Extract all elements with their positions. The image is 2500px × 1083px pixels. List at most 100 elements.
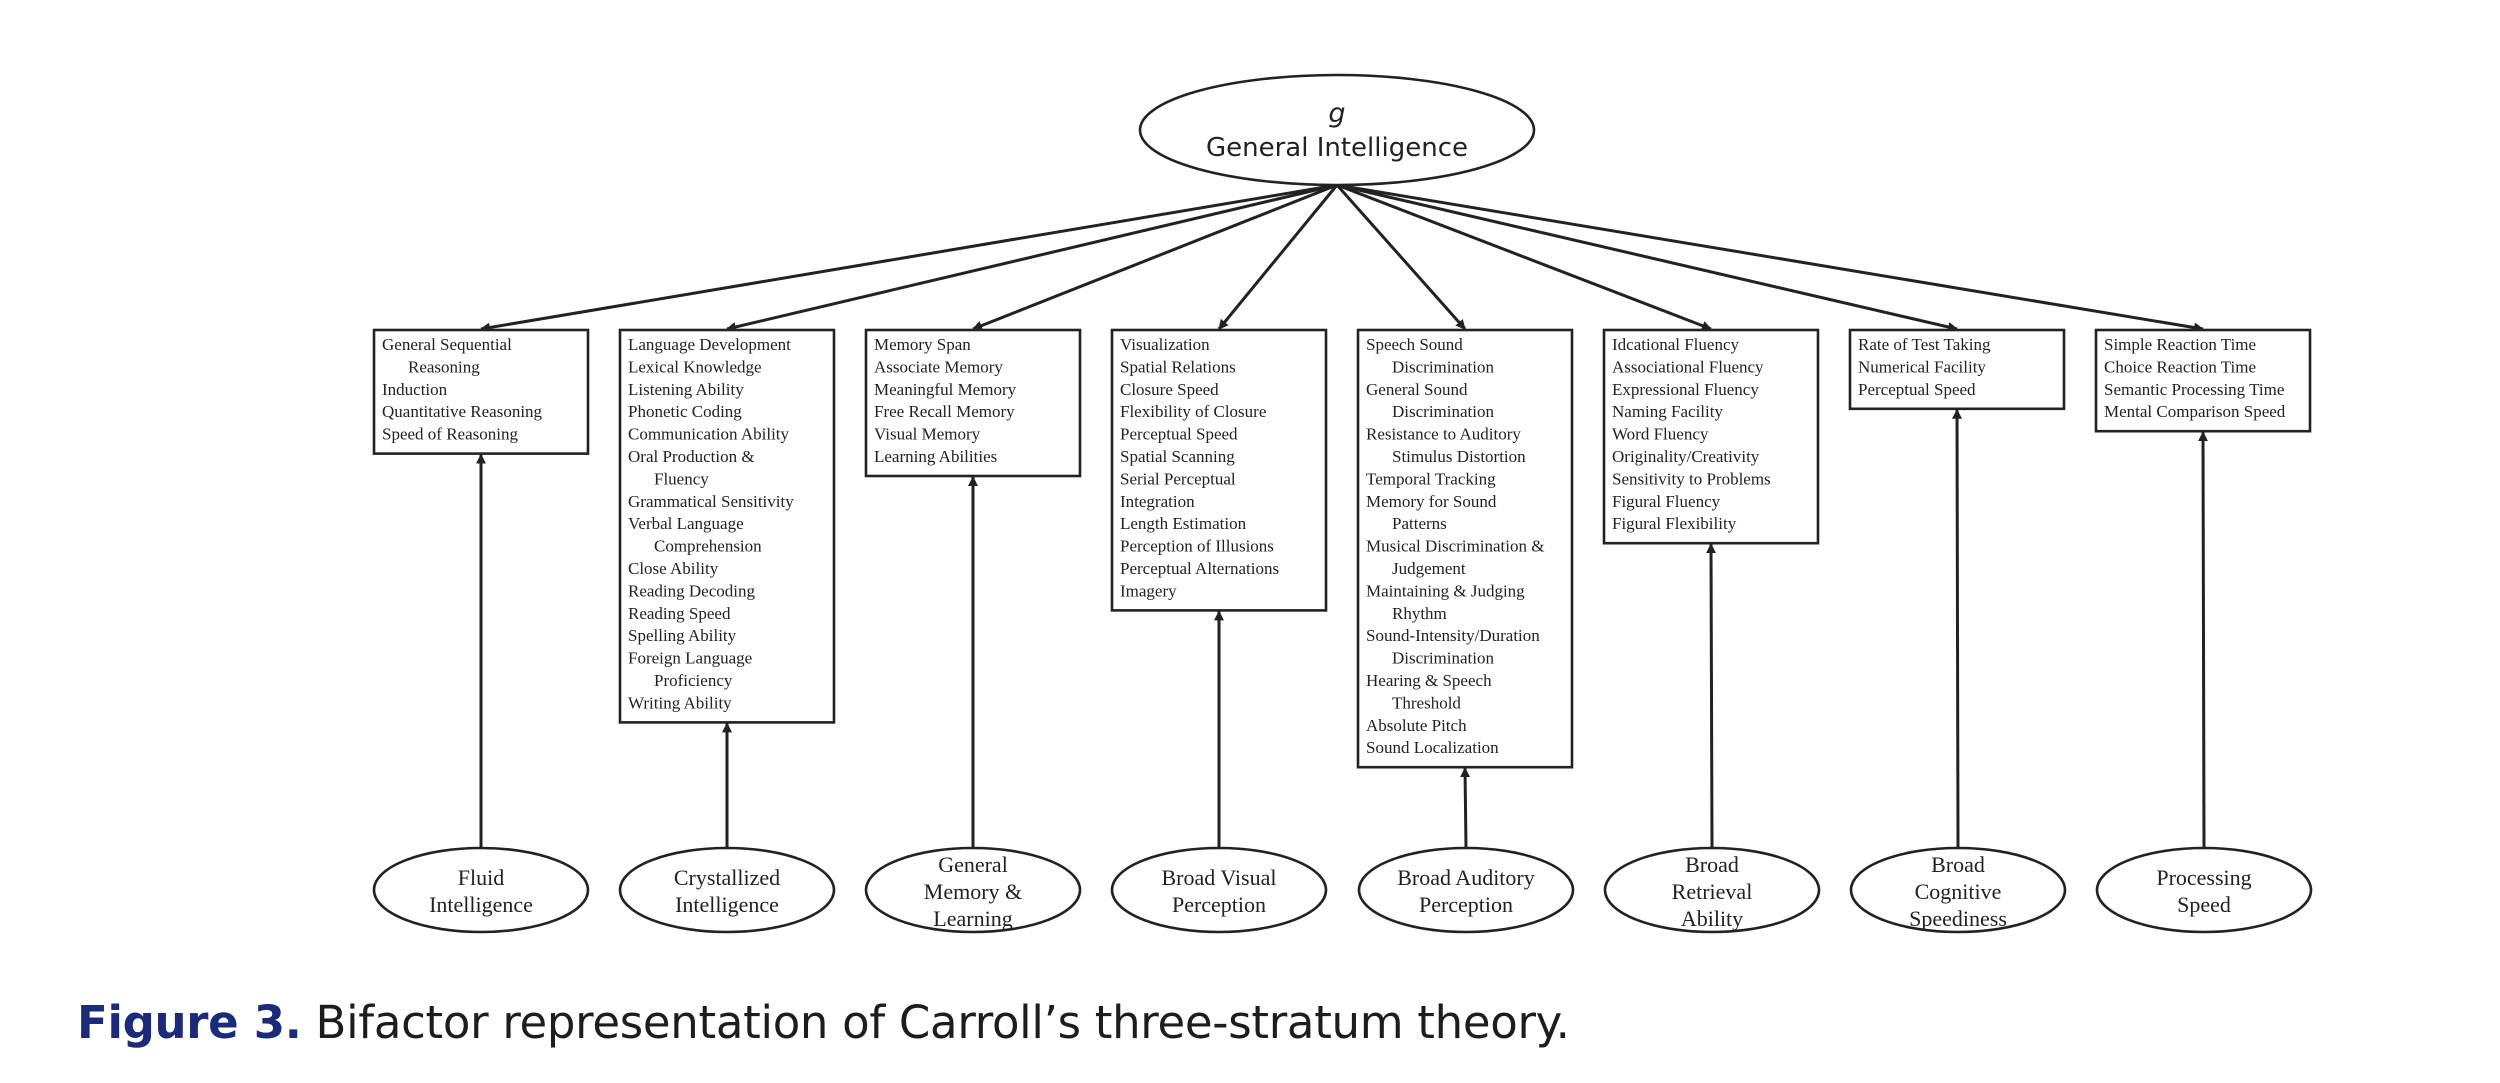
- broad-cognitive-speediness-abilities-frame: [1848, 328, 2066, 411]
- ability-item: Speech Sound: [1366, 335, 1463, 354]
- g-symbol: g: [1328, 98, 1345, 129]
- broad-cognitive-speediness-abilities-box: Rate of Test Taking Numerical Facility Per…: [1848, 328, 2066, 411]
- broad-retrieval-ability-factor-ellipse: [1603, 846, 1821, 934]
- broad-retrieval-ability-abilities-frame: [1602, 328, 1820, 545]
- ability-item: Integration: [1120, 492, 1195, 511]
- ability-item: Sensitivity to Problems: [1612, 469, 1771, 488]
- factor-label-line: Speediness: [1909, 906, 2007, 931]
- ability-item: Associate Memory: [874, 357, 1003, 376]
- ability-item: Absolute Pitch: [1366, 716, 1467, 735]
- ability-item: Discrimination: [1392, 357, 1494, 376]
- ability-item: Speed of Reasoning: [382, 425, 518, 444]
- root-to-general-memory-learning-arrow: [972, 183, 1338, 331]
- ability-item: Flexibility of Closure: [1120, 402, 1266, 421]
- factor-label-line: Cognitive: [1915, 879, 2002, 904]
- ability-item: Threshold: [1392, 693, 1461, 712]
- fluid-intelligence-factor-ellipse: [372, 846, 590, 934]
- ability-item: Figural Flexibility: [1612, 514, 1737, 533]
- factor-label-line: Processing: [2156, 865, 2251, 890]
- broad-retrieval-ability-to-abilities-arrow: [1706, 543, 1717, 849]
- factor-label-line: General: [938, 852, 1008, 877]
- ability-item: Temporal Tracking: [1366, 469, 1496, 488]
- ability-item: Stimulus Distortion: [1392, 447, 1526, 466]
- ability-item: Simple Reaction Time: [2104, 335, 2256, 354]
- ability-item: Perceptual Speed: [1120, 425, 1238, 444]
- broad-visual-perception-abilities-box: Visualization Spatial Relations Closure Sp…: [1110, 328, 1328, 612]
- ability-item: Figural Fluency: [1612, 492, 1721, 511]
- ability-item: Phonetic Coding: [628, 402, 742, 421]
- root-to-broad-cognitive-speediness-arrow: [1336, 183, 1958, 332]
- broad-visual-perception-factor-ellipse: [1110, 846, 1328, 934]
- ability-item: Discrimination: [1392, 649, 1494, 668]
- ability-item: Close Ability: [628, 559, 719, 578]
- ability-item: Learning Abilities: [874, 447, 997, 466]
- crystallized-intelligence-factor-ellipse: [618, 846, 836, 934]
- broad-auditory-perception-to-abilities-arrow: [1460, 767, 1471, 849]
- ability-item: Reading Speed: [628, 604, 731, 623]
- ability-item: Resistance to Auditory: [1366, 425, 1521, 444]
- ability-item: Hearing & Speech: [1366, 671, 1492, 690]
- processing-speed-to-abilities-arrow: [2198, 431, 2209, 849]
- ability-item: Visual Memory: [874, 425, 981, 444]
- ability-item: General Sequential: [382, 335, 512, 354]
- ability-item: Idcational Fluency: [1612, 335, 1739, 354]
- ability-item: Perceptual Alternations: [1120, 559, 1279, 578]
- factor-label-line: Broad Visual: [1162, 865, 1277, 890]
- root-to-crystallized-intelligence-arrow: [726, 183, 1338, 332]
- factor-label-line: Speed: [2177, 892, 2231, 917]
- ability-item: Spelling Ability: [628, 626, 737, 645]
- root-to-broad-auditory-perception-arrow: [1335, 184, 1467, 330]
- general-memory-learning-factor-ellipse: [864, 846, 1082, 934]
- ability-item: Perception of Illusions: [1120, 537, 1274, 556]
- ability-item: Verbal Language: [628, 514, 744, 533]
- broad-cognitive-speediness-factor-ellipse: [1849, 846, 2067, 934]
- ability-item: Communication Ability: [628, 425, 790, 444]
- ability-item: Perceptual Speed: [1858, 380, 1976, 399]
- three-stratum-diagram: g General Intelligence General Sequentia…: [372, 73, 2313, 934]
- general-memory-learning-abilities-frame: [864, 328, 1082, 478]
- figure-caption-text: Bifactor representation of Carroll’s thr…: [301, 996, 1570, 1049]
- ability-item: Spatial Scanning: [1120, 447, 1235, 466]
- ability-item: Spatial Relations: [1120, 357, 1236, 376]
- factor-label-line: Intelligence: [429, 892, 533, 917]
- ability-item: Reading Decoding: [628, 581, 755, 600]
- ability-item: Word Fluency: [1612, 425, 1709, 444]
- processing-speed-abilities-box: Simple Reaction Time Choice Reaction Time…: [2094, 328, 2312, 433]
- root-to-processing-speed-arrow: [1336, 183, 2204, 333]
- ability-item: Reasoning: [408, 357, 480, 376]
- ability-item: Writing Ability: [628, 693, 732, 712]
- broad-cognitive-speediness-to-abilities-arrow: [1952, 408, 1963, 849]
- ability-item: Sound-Intensity/Duration: [1366, 626, 1540, 645]
- ability-item: Language Development: [628, 335, 791, 354]
- factor-label-line: Fluid: [458, 865, 504, 890]
- ability-item: Lexical Knowledge: [628, 357, 762, 376]
- factor-label-line: Broad: [1685, 852, 1739, 877]
- ability-item: Imagery: [1120, 581, 1177, 600]
- ability-item: Proficiency: [654, 671, 733, 690]
- general-intelligence-node: g General Intelligence: [1138, 73, 1536, 187]
- crystallized-intelligence-abilities-frame: [618, 328, 836, 724]
- root-to-fluid-intelligence-arrow: [480, 183, 1338, 333]
- ability-item: Originality/Creativity: [1612, 447, 1760, 466]
- root-to-broad-retrieval-ability-arrow: [1336, 183, 1712, 331]
- fluid-intelligence-abilities-frame: [372, 328, 590, 455]
- ability-item: Rhythm: [1392, 604, 1447, 623]
- fluid-intelligence-abilities-box: General Sequential Reasoning Induction Quan…: [372, 328, 590, 455]
- ability-item: Quantitative Reasoning: [382, 402, 543, 421]
- ability-item: Oral Production &: [628, 447, 755, 466]
- broad-retrieval-ability-abilities-box: Idcational Fluency Associational Fluency E…: [1602, 328, 1820, 545]
- ability-item: Memory Span: [874, 335, 971, 354]
- factor-label-line: Crystallized: [674, 865, 780, 890]
- factor-label-line: Retrieval: [1672, 879, 1753, 904]
- ability-item: Numerical Facility: [1858, 357, 1986, 376]
- broad-auditory-perception-factor-ellipse: [1357, 846, 1575, 934]
- ability-item: Visualization: [1120, 335, 1210, 354]
- ability-item: Musical Discrimination &: [1366, 537, 1544, 556]
- broad-auditory-perception-abilities-box: Speech Sound Discrimination General Sound D…: [1356, 328, 1574, 769]
- general-memory-learning-abilities-box: Memory Span Associate Memory Meaningful Me…: [864, 328, 1082, 478]
- ability-item: Meaningful Memory: [874, 380, 1017, 399]
- ability-item: Comprehension: [654, 537, 762, 556]
